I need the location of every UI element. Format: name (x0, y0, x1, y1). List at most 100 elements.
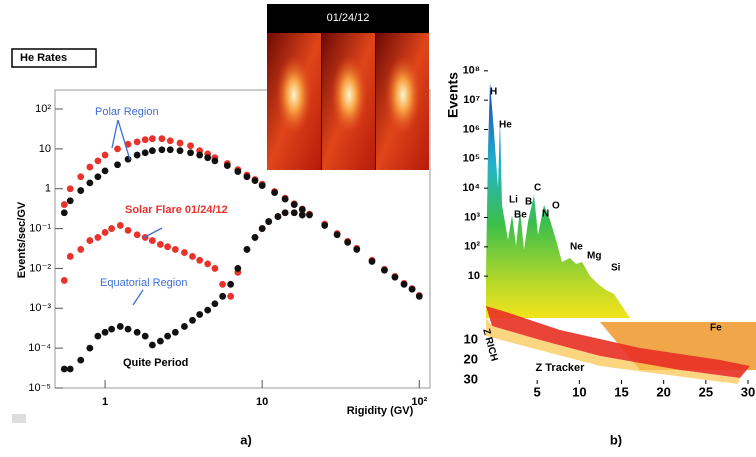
data-point (265, 218, 273, 225)
x-tick-label: 25 (699, 384, 713, 399)
y-tick-label: 1 (45, 183, 51, 195)
title-box (11, 48, 97, 68)
annotation: Quite Period (123, 357, 188, 369)
caption: b) (610, 432, 622, 447)
data-point (211, 300, 219, 308)
data-point (204, 154, 212, 162)
data-point (133, 328, 141, 336)
z-tick-label: 30 (464, 371, 478, 386)
data-point (101, 151, 109, 159)
data-point (166, 137, 174, 145)
data-point (77, 356, 85, 364)
data-point (60, 209, 68, 217)
data-point (258, 182, 266, 189)
data-point (298, 211, 306, 219)
data-point (290, 201, 298, 208)
annotation-arrow (142, 227, 163, 239)
data-point (66, 365, 74, 373)
data-point (187, 149, 194, 157)
y-tick-label: 10⁵ (463, 153, 480, 165)
data-point (133, 138, 141, 146)
data-point (148, 147, 156, 155)
caption: a) (240, 432, 252, 447)
panel-b-marks: 10⁸ 10⁷ 10⁶ 10⁵ 10⁴ 10³ 10² 10 5 10 15 20 25 30 10 20 30… (462, 65, 755, 400)
data-point (243, 173, 251, 181)
data-point (108, 225, 115, 232)
data-point (368, 258, 376, 265)
x-tick-label: 10² (411, 396, 427, 408)
data-point (60, 277, 68, 284)
data-point (101, 328, 109, 336)
y-tick-label: 10⁸ (463, 65, 480, 77)
y-tick-label: 10⁻¹ (29, 222, 51, 234)
data-point (157, 337, 164, 345)
data-point (86, 179, 94, 187)
data-point (321, 222, 329, 229)
y-tick-label: 10⁻⁴ (28, 342, 51, 354)
y-axis-label: Events/sec/GV (16, 201, 28, 278)
y-tick-label: 10⁷ (463, 94, 480, 106)
data-point (116, 222, 124, 229)
data-point (148, 237, 156, 244)
data-point (408, 285, 416, 293)
annotation: Solar Flare 01/24/12 (125, 204, 228, 216)
y-tick-label: 10⁻⁵ (28, 382, 51, 394)
data-point (60, 201, 68, 208)
y-tick-label: 10² (35, 103, 51, 115)
element-label: B (525, 197, 532, 208)
data-point (77, 246, 85, 253)
element-label: N (542, 209, 549, 220)
data-point (141, 149, 149, 157)
x-tick-label: 20 (656, 384, 670, 399)
element-label: C (534, 183, 541, 194)
data-point (189, 316, 196, 324)
y-tick-label: 10² (464, 241, 480, 253)
data-point (415, 292, 423, 300)
data-point (66, 253, 74, 260)
z-tick-label: 10 (464, 331, 478, 346)
inset-date: 01/24/12 (327, 12, 370, 24)
data-point (353, 246, 361, 253)
data-point (391, 273, 399, 281)
data-point (211, 157, 219, 165)
x-tick-label: 1 (102, 396, 108, 408)
data-point (77, 173, 85, 181)
x-tick-label: 15 (614, 384, 628, 399)
data-point (108, 325, 115, 333)
data-point (86, 163, 94, 171)
data-point (171, 328, 179, 336)
data-point (114, 161, 121, 169)
data-point (271, 189, 279, 196)
element-label: O (552, 201, 560, 212)
data-point (158, 146, 166, 154)
annotation: Polar Region (95, 106, 159, 118)
y-tick-label: 10⁻² (29, 262, 51, 274)
spectrum-surface (486, 82, 756, 384)
annotation: Equatorial Region (100, 277, 187, 289)
data-point (176, 139, 184, 147)
data-point (66, 197, 74, 205)
data-point (171, 246, 179, 253)
data-point (94, 157, 102, 165)
data-point (141, 136, 149, 144)
x-axis-label: Rigidity (GV) (347, 405, 414, 417)
data-point (77, 187, 85, 194)
data-point (101, 229, 109, 236)
annotation-arrow (117, 119, 131, 161)
data-point (181, 323, 188, 330)
data-point (116, 323, 124, 330)
data-point (223, 162, 231, 170)
x-tick-label: 5 (534, 384, 541, 399)
data-point (204, 306, 212, 314)
data-point (333, 231, 341, 239)
data-point (124, 325, 132, 333)
data-point (141, 332, 149, 340)
x-axis-label: Z Tracker (536, 362, 586, 374)
data-point (381, 266, 388, 274)
data-point (148, 135, 156, 143)
z-tick-label: 20 (464, 351, 478, 366)
element-label: Be (514, 210, 527, 221)
data-point (94, 234, 102, 241)
data-point (196, 311, 204, 318)
data-point (227, 280, 235, 288)
